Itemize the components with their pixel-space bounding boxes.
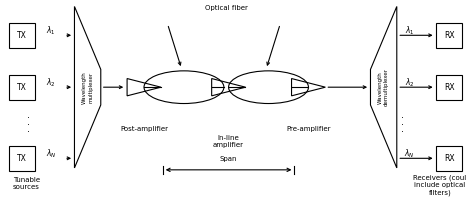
Text: Wavelength
demultiplexer: Wavelength demultiplexer (378, 68, 389, 106)
Text: TX: TX (17, 31, 27, 40)
Text: .: . (27, 124, 30, 133)
Text: .: . (401, 117, 404, 127)
Text: $\lambda_2$: $\lambda_2$ (405, 76, 414, 89)
Text: .: . (401, 110, 404, 120)
Text: .: . (27, 117, 30, 127)
Text: $\lambda_1$: $\lambda_1$ (46, 24, 56, 37)
Bar (9, 146, 35, 171)
Text: TX: TX (17, 83, 27, 92)
Text: Post-amplifier: Post-amplifier (120, 127, 168, 132)
Text: RX: RX (444, 83, 455, 92)
Bar (9, 23, 35, 48)
Bar (9, 75, 35, 100)
Text: In-line
amplifier: In-line amplifier (213, 134, 244, 148)
Bar (437, 23, 462, 48)
Text: Receivers (coul
include optical
filters): Receivers (coul include optical filters) (413, 175, 466, 196)
Text: .: . (401, 124, 404, 133)
Text: RX: RX (444, 154, 455, 163)
Text: Span: Span (220, 156, 237, 162)
Text: $\lambda_2$: $\lambda_2$ (46, 76, 56, 89)
Text: $\lambda_N$: $\lambda_N$ (404, 147, 415, 160)
Bar (437, 146, 462, 171)
Text: $\lambda_N$: $\lambda_N$ (46, 147, 56, 160)
Text: TX: TX (17, 154, 27, 163)
Text: Pre-amplifier: Pre-amplifier (286, 127, 331, 132)
Bar (437, 75, 462, 100)
Text: $\lambda_1$: $\lambda_1$ (405, 24, 414, 37)
Text: Tunable
sources: Tunable sources (13, 177, 40, 190)
Text: Wavelength
multiplexer: Wavelength multiplexer (82, 71, 93, 104)
Text: Optical fiber: Optical fiber (205, 5, 248, 11)
Text: RX: RX (444, 31, 455, 40)
Text: .: . (27, 110, 30, 120)
